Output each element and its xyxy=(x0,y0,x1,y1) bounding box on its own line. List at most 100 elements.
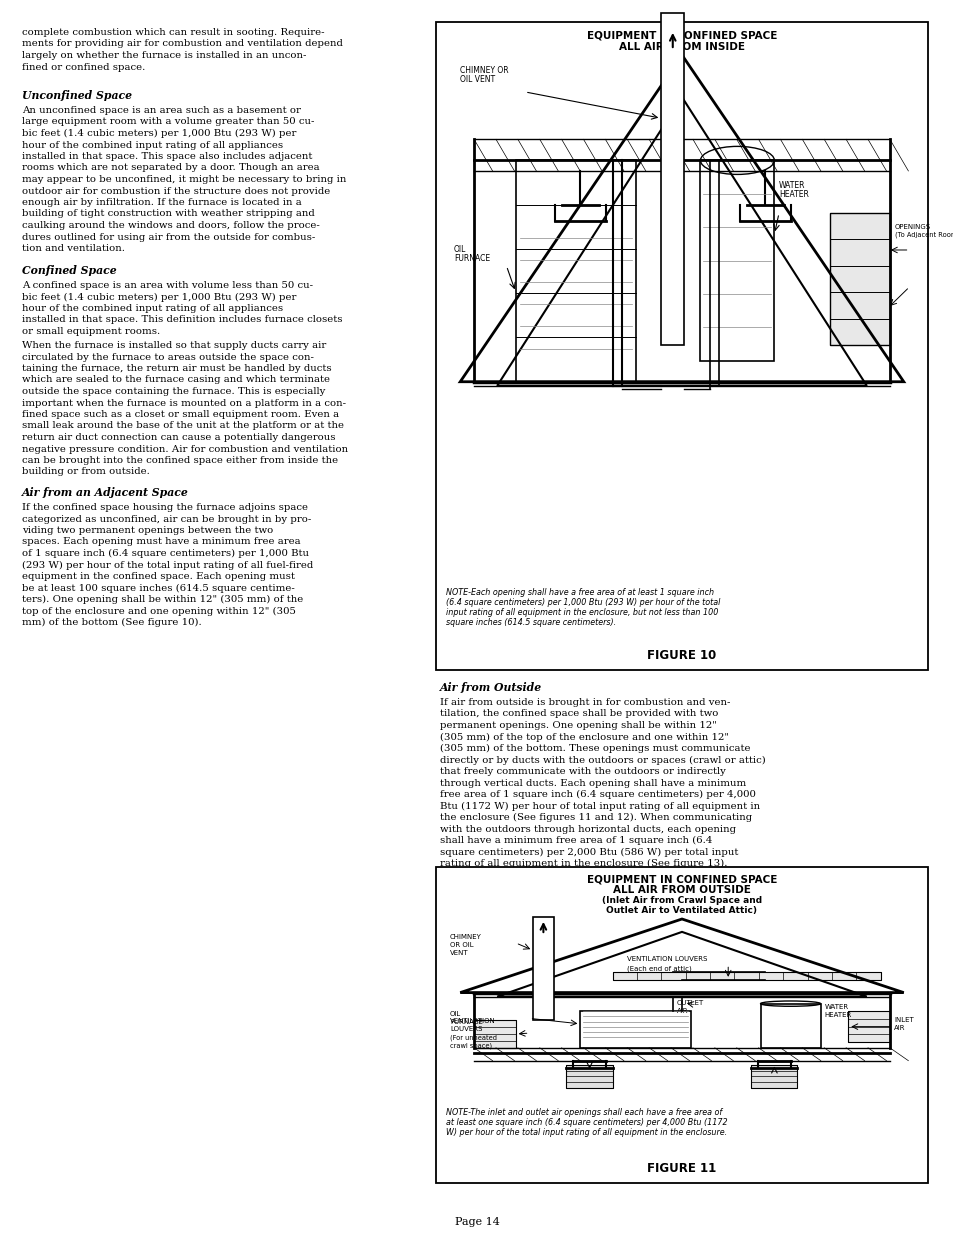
Text: AIR: AIR xyxy=(893,1025,904,1030)
Text: CHIMNEY: CHIMNEY xyxy=(450,934,481,940)
Text: mm) of the bottom (See figure 10).: mm) of the bottom (See figure 10). xyxy=(22,618,201,627)
Text: at least one square inch (6.4 square centimeters) per 4,000 Btu (1172: at least one square inch (6.4 square cen… xyxy=(446,1118,727,1128)
Text: building or from outside.: building or from outside. xyxy=(22,468,150,477)
Text: enough air by infiltration. If the furnace is located in a: enough air by infiltration. If the furna… xyxy=(22,198,301,207)
Text: AIR: AIR xyxy=(676,1008,687,1014)
Bar xyxy=(660,12,683,345)
Text: FIGURE 11: FIGURE 11 xyxy=(647,1162,716,1174)
Text: can be brought into the confined space either from inside the: can be brought into the confined space e… xyxy=(22,456,337,466)
Bar xyxy=(847,1011,889,1042)
Text: HEATER: HEATER xyxy=(823,1011,851,1018)
Text: OIL VENT: OIL VENT xyxy=(459,74,495,84)
Text: OR OIL: OR OIL xyxy=(450,942,473,947)
Text: If air from outside is brought in for combustion and ven-: If air from outside is brought in for co… xyxy=(439,698,730,706)
Text: which are sealed to the furnace casing and which terminate: which are sealed to the furnace casing a… xyxy=(22,375,330,384)
Text: permanent openings. One opening shall be within 12": permanent openings. One opening shall be… xyxy=(439,721,716,730)
Text: be at least 100 square inches (614.5 square centime-: be at least 100 square inches (614.5 squ… xyxy=(22,583,294,593)
Text: INLET: INLET xyxy=(893,1016,913,1023)
Text: An unconfined space is an area such as a basement or: An unconfined space is an area such as a… xyxy=(22,106,300,115)
Bar xyxy=(436,867,927,1183)
Text: viding two permanent openings between the two: viding two permanent openings between th… xyxy=(22,526,273,535)
Text: ALL AIR FROM INSIDE: ALL AIR FROM INSIDE xyxy=(618,42,744,52)
Text: When the furnace is installed so that supply ducts carry air: When the furnace is installed so that su… xyxy=(22,341,326,350)
Text: rating of all equipment in the enclosure (See figure 13).: rating of all equipment in the enclosure… xyxy=(439,860,727,868)
Text: Confined Space: Confined Space xyxy=(22,266,116,275)
Text: top of the enclosure and one opening within 12" (305: top of the enclosure and one opening wit… xyxy=(22,606,295,615)
Text: NOTE-The inlet and outlet air openings shall each have a free area of: NOTE-The inlet and outlet air openings s… xyxy=(446,1108,721,1116)
Bar xyxy=(516,161,635,382)
Text: circulated by the furnace to areas outside the space con-: circulated by the furnace to areas outsi… xyxy=(22,352,314,362)
Text: Outlet Air to Ventilated Attic): Outlet Air to Ventilated Attic) xyxy=(606,906,757,915)
Text: OIL: OIL xyxy=(454,245,466,253)
Text: equipment in the confined space. Each opening must: equipment in the confined space. Each op… xyxy=(22,572,294,580)
Bar xyxy=(760,1004,820,1047)
Text: the enclosure (See figures 11 and 12). When communicating: the enclosure (See figures 11 and 12). W… xyxy=(439,813,751,823)
Bar xyxy=(474,1020,516,1047)
Text: that freely communicate with the outdoors or indirectly: that freely communicate with the outdoor… xyxy=(439,767,725,776)
Text: outdoor air for combustion if the structure does not provide: outdoor air for combustion if the struct… xyxy=(22,186,330,195)
Text: WATER: WATER xyxy=(779,182,804,190)
Text: Air from Outside: Air from Outside xyxy=(439,682,541,693)
Text: of 1 square inch (6.4 square centimeters) per 1,000 Btu: of 1 square inch (6.4 square centimeters… xyxy=(22,550,309,558)
Text: Air from an Adjacent Space: Air from an Adjacent Space xyxy=(22,487,189,498)
Text: directly or by ducts with the outdoors or spaces (crawl or attic): directly or by ducts with the outdoors o… xyxy=(439,756,765,764)
Text: (293 W) per hour of the total input rating of all fuel-fired: (293 W) per hour of the total input rati… xyxy=(22,561,313,569)
Text: LOUVERS: LOUVERS xyxy=(450,1026,482,1032)
Text: largely on whether the furnace is installed in an uncon-: largely on whether the furnace is instal… xyxy=(22,51,306,61)
Bar xyxy=(751,1065,797,1088)
Bar xyxy=(612,972,880,979)
Bar xyxy=(579,1011,691,1047)
Text: tion and ventilation.: tion and ventilation. xyxy=(22,245,125,253)
Text: (Inlet Air from Crawl Space and: (Inlet Air from Crawl Space and xyxy=(601,897,761,905)
Text: with the outdoors through horizontal ducts, each opening: with the outdoors through horizontal duc… xyxy=(439,825,735,834)
Text: fined or confined space.: fined or confined space. xyxy=(22,63,145,72)
Text: Unconfined Space: Unconfined Space xyxy=(22,90,132,101)
Text: hour of the combined input rating of all appliances: hour of the combined input rating of all… xyxy=(22,304,283,312)
Text: bic feet (1.4 cubic meters) per 1,000 Btu (293 W) per: bic feet (1.4 cubic meters) per 1,000 Bt… xyxy=(22,128,296,138)
Text: FURNACE: FURNACE xyxy=(450,1019,482,1025)
Text: (305 mm) of the bottom. These openings must communicate: (305 mm) of the bottom. These openings m… xyxy=(439,743,750,753)
Text: VENTILATION LOUVERS: VENTILATION LOUVERS xyxy=(626,956,706,962)
Text: Page 14: Page 14 xyxy=(454,1216,499,1228)
Text: or small equipment rooms.: or small equipment rooms. xyxy=(22,327,160,336)
Text: installed in that space. This space also includes adjacent: installed in that space. This space also… xyxy=(22,152,312,161)
Text: outside the space containing the furnace. This is especially: outside the space containing the furnace… xyxy=(22,387,325,396)
Text: taining the furnace, the return air must be handled by ducts: taining the furnace, the return air must… xyxy=(22,364,332,373)
Text: rooms which are not separated by a door. Though an area: rooms which are not separated by a door.… xyxy=(22,163,319,173)
Text: VENTILATION: VENTILATION xyxy=(450,1019,496,1024)
Text: shall have a minimum free area of 1 square inch (6.4: shall have a minimum free area of 1 squa… xyxy=(439,836,712,845)
Text: crawl space): crawl space) xyxy=(450,1042,492,1049)
Text: VENT: VENT xyxy=(450,950,468,956)
Text: OIL: OIL xyxy=(450,1011,460,1016)
Text: hour of the combined input rating of all appliances: hour of the combined input rating of all… xyxy=(22,141,283,149)
Text: HEATER: HEATER xyxy=(779,190,808,200)
Text: dures outlined for using air from the outside for combus-: dures outlined for using air from the ou… xyxy=(22,232,314,242)
Text: OPENINGS: OPENINGS xyxy=(894,224,930,230)
Text: EQUIPMENT IN CONFINED SPACE: EQUIPMENT IN CONFINED SPACE xyxy=(586,30,777,40)
Text: (Each end of attic): (Each end of attic) xyxy=(626,966,691,972)
Bar xyxy=(533,918,553,1020)
Text: CHIMNEY OR: CHIMNEY OR xyxy=(459,65,508,74)
Text: A confined space is an area with volume less than 50 cu-: A confined space is an area with volume … xyxy=(22,282,313,290)
Text: through vertical ducts. Each opening shall have a minimum: through vertical ducts. Each opening sha… xyxy=(439,778,745,788)
Text: return air duct connection can cause a potentially dangerous: return air duct connection can cause a p… xyxy=(22,433,335,442)
Text: bic feet (1.4 cubic meters) per 1,000 Btu (293 W) per: bic feet (1.4 cubic meters) per 1,000 Bt… xyxy=(22,293,296,301)
Text: square centimeters) per 2,000 Btu (586 W) per total input: square centimeters) per 2,000 Btu (586 W… xyxy=(439,847,738,857)
Text: fined space such as a closet or small equipment room. Even a: fined space such as a closet or small eq… xyxy=(22,410,338,419)
Text: tilation, the confined space shall be provided with two: tilation, the confined space shall be pr… xyxy=(439,709,718,719)
Text: spaces. Each opening must have a minimum free area: spaces. Each opening must have a minimum… xyxy=(22,537,300,547)
Text: EQUIPMENT IN CONFINED SPACE: EQUIPMENT IN CONFINED SPACE xyxy=(586,874,777,884)
Text: small leak around the base of the unit at the platform or at the: small leak around the base of the unit a… xyxy=(22,421,344,431)
Text: free area of 1 square inch (6.4 square centimeters) per 4,000: free area of 1 square inch (6.4 square c… xyxy=(439,790,755,799)
Text: FURNACE: FURNACE xyxy=(454,253,490,263)
Bar xyxy=(700,161,774,361)
Text: input rating of all equipment in the enclosure, but not less than 100: input rating of all equipment in the enc… xyxy=(446,608,718,618)
Text: categorized as unconfined, air can be brought in by pro-: categorized as unconfined, air can be br… xyxy=(22,515,311,524)
Text: W) per hour of the total input rating of all equipment in the enclosure.: W) per hour of the total input rating of… xyxy=(446,1128,726,1137)
Text: caulking around the windows and doors, follow the proce-: caulking around the windows and doors, f… xyxy=(22,221,319,230)
Text: NOTE-Each opening shall have a free area of at least 1 square inch: NOTE-Each opening shall have a free area… xyxy=(446,588,714,597)
Bar xyxy=(436,22,927,671)
Text: (6.4 square centimeters) per 1,000 Btu (293 W) per hour of the total: (6.4 square centimeters) per 1,000 Btu (… xyxy=(446,598,720,606)
Text: (305 mm) of the top of the enclosure and one within 12": (305 mm) of the top of the enclosure and… xyxy=(439,732,728,742)
Text: installed in that space. This definition includes furnace closets: installed in that space. This definition… xyxy=(22,315,342,325)
